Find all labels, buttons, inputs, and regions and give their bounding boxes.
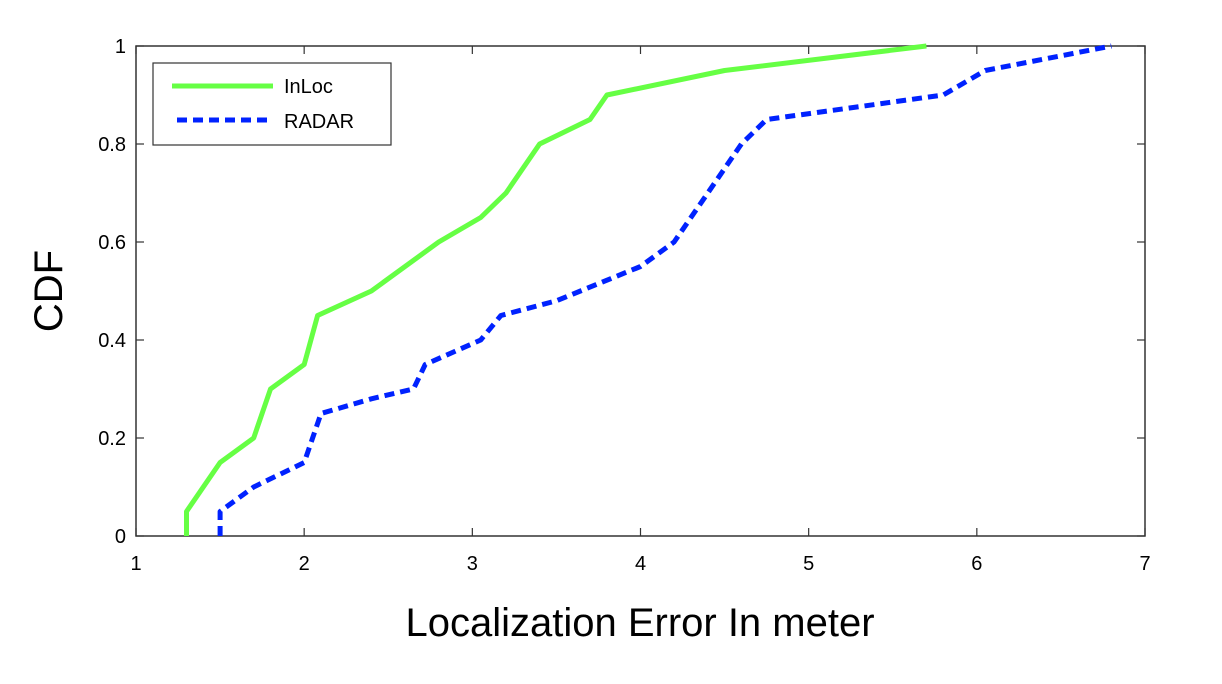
series-line-inloc [184, 43, 927, 536]
x-tick-label: 3 [467, 553, 478, 575]
x-tick-label: 4 [635, 553, 646, 575]
series-layer [184, 43, 1112, 536]
legend-label-inloc: InLoc [284, 76, 333, 98]
x-tick-label: 2 [299, 553, 310, 575]
y-tick-label: 1 [115, 36, 126, 58]
y-tick-label: 0.8 [98, 134, 126, 156]
series-line-radar [217, 43, 1112, 536]
x-tick-label: 7 [1139, 553, 1150, 575]
x-axis-title: Localization Error In meter [405, 601, 874, 645]
legend-box [152, 62, 392, 146]
plot-area: 1 2 3 4 5 6 7 0 0.2 0.4 0.6 0.8 1 [98, 36, 1150, 575]
y-tick-label: 0.2 [98, 428, 126, 450]
y-axis-title: CDF [27, 250, 71, 332]
legend: InLoc RADAR [152, 62, 392, 146]
y-axis-ticks: 0 0.2 0.4 0.6 0.8 1 [98, 36, 1145, 548]
x-tick-label: 5 [803, 553, 814, 575]
y-tick-label: 0.4 [98, 330, 126, 352]
y-tick-label: 0 [115, 526, 126, 548]
x-tick-label: 6 [971, 553, 982, 575]
y-tick-label: 0.6 [98, 232, 126, 254]
legend-label-radar: RADAR [284, 111, 354, 133]
x-axis-ticks: 1 2 3 4 5 6 7 [130, 46, 1151, 575]
x-tick-label: 1 [130, 553, 141, 575]
